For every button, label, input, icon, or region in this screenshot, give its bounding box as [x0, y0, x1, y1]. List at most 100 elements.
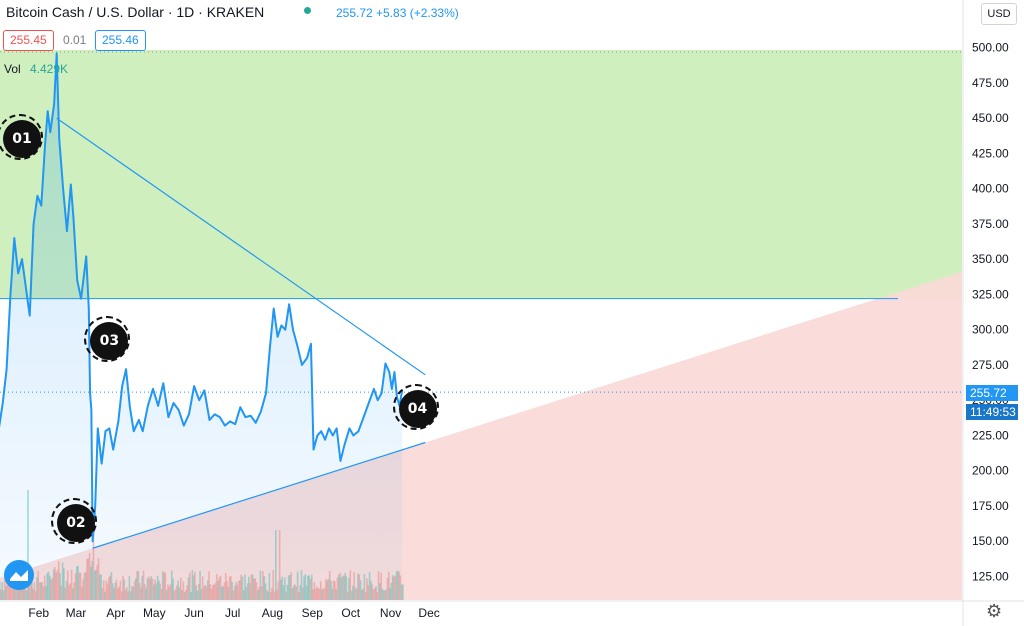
price-point: [147, 405, 149, 407]
price-point: [121, 385, 123, 387]
price-point: [284, 328, 287, 331]
price-point: [320, 430, 323, 433]
currency-button[interactable]: USD: [981, 3, 1017, 25]
price-point: [316, 434, 319, 437]
time-tick-label: Oct: [341, 606, 360, 620]
price-point: [28, 314, 31, 317]
price-tick-label: 325.00: [972, 287, 1009, 301]
ask-price[interactable]: 255.46: [95, 30, 146, 51]
price-point: [380, 392, 383, 394]
price-point: [239, 406, 242, 409]
price-point: [91, 540, 94, 542]
price-point: [312, 448, 315, 451]
price-point: [193, 385, 195, 387]
price-point: [269, 347, 271, 349]
price-point: [272, 307, 275, 310]
price-point: [25, 286, 27, 289]
price-point: [183, 424, 185, 427]
volume-value: 4.429K: [30, 62, 69, 76]
price-tick-label: 125.00: [972, 569, 1009, 583]
support-trend-line: [92, 441, 426, 549]
symbol-title[interactable]: Bitcoin Cash / U.S. Dollar · 1D · KRAKEN: [6, 4, 265, 20]
price-point: [292, 328, 294, 331]
price-point: [21, 258, 23, 261]
price-point: [58, 138, 61, 141]
price-point: [44, 142, 46, 145]
price-points: [1, 52, 403, 542]
price-point: [177, 409, 180, 411]
price-point: [129, 406, 131, 409]
price-point: [296, 343, 298, 345]
price-point: [32, 223, 35, 225]
price-tick-label: 175.00: [972, 499, 1009, 513]
price-point: [254, 421, 257, 424]
volume-label: Vol: [4, 62, 21, 76]
price-point: [384, 362, 387, 365]
price-point: [132, 430, 135, 433]
price-axis: 125.00150.00175.00200.00225.00250.00275.…: [972, 41, 1009, 584]
price-point: [108, 427, 111, 430]
price-point: [9, 293, 12, 296]
price-tick-label: 300.00: [972, 323, 1009, 337]
price-point: [85, 255, 88, 258]
price-point: [46, 110, 49, 112]
price-point: [100, 462, 103, 465]
price-point: [152, 388, 154, 390]
price-point: [328, 427, 330, 430]
settings-gear-icon[interactable]: ⚙: [986, 601, 1003, 621]
price-point: [343, 444, 346, 447]
price-point: [224, 424, 226, 427]
price-point: [53, 103, 55, 105]
price-tick-label: 200.00: [972, 464, 1009, 478]
price-point: [40, 204, 43, 207]
time-tick-label: Feb: [28, 606, 49, 620]
price-point: [310, 343, 312, 345]
price-point: [141, 430, 144, 433]
price-point: [104, 430, 107, 433]
price-point: [234, 423, 236, 425]
marker-04: 04: [392, 383, 439, 430]
price-point: [76, 279, 79, 282]
resistance-zone: [0, 50, 962, 299]
price-tick-label: 425.00: [972, 146, 1009, 160]
tradingview-logo-icon[interactable]: [4, 560, 34, 590]
price-point: [203, 389, 206, 392]
price-point: [218, 416, 221, 418]
price-point: [306, 357, 308, 359]
price-point: [331, 434, 334, 437]
price-point: [324, 438, 326, 441]
price-tick-label: 475.00: [972, 76, 1009, 90]
price-point: [162, 382, 165, 385]
price-point: [198, 399, 201, 402]
last-price-change: 255.72 +5.83 (+2.33%): [336, 6, 459, 20]
price-point: [94, 505, 97, 507]
price-tick-label: 450.00: [972, 111, 1009, 125]
price-point: [138, 419, 140, 421]
price-point: [188, 413, 190, 416]
price-point: [244, 416, 247, 418]
price-point: [172, 402, 175, 404]
time-tick-label: Mar: [66, 606, 87, 620]
bid-price[interactable]: 255.45: [3, 30, 54, 51]
price-point: [70, 183, 72, 186]
price-point: [280, 324, 283, 327]
price-point: [260, 410, 262, 413]
time-tick-label: Aug: [262, 606, 283, 620]
price-point: [373, 388, 375, 390]
time-tick-label: Nov: [380, 606, 401, 620]
price-point: [265, 392, 267, 394]
time-axis: Feb Mar Apr May Jun Jul Aug Sep Oct Nov Dec: [28, 606, 439, 620]
price-tick-label: 500.00: [972, 41, 1009, 55]
price-point: [36, 194, 39, 197]
price-point: [13, 237, 16, 239]
price-point: [393, 371, 396, 373]
price-point: [157, 405, 159, 407]
price-tick-label: 375.00: [972, 217, 1009, 231]
price-point: [49, 131, 52, 134]
price-tick-label: 275.00: [972, 358, 1009, 372]
marker-02: 02: [50, 497, 97, 544]
price-tick-label: 400.00: [972, 182, 1009, 196]
price-point: [249, 414, 252, 417]
